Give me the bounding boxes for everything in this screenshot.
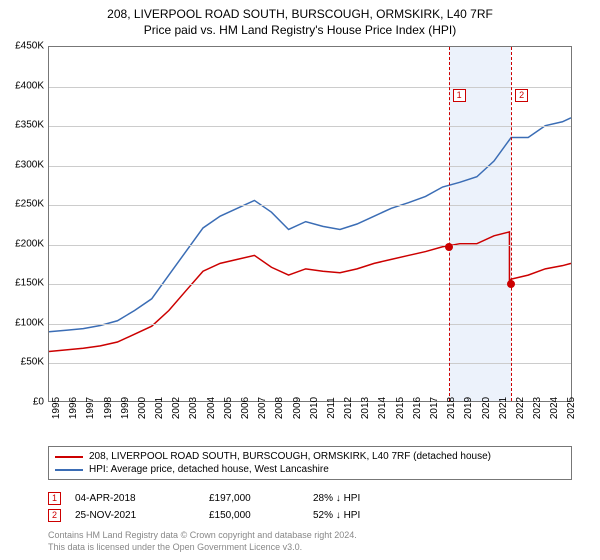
sale-diff: 52% ↓ HPI: [313, 510, 423, 521]
x-axis-label: 2001: [154, 397, 165, 419]
sale-marker-box: 1: [453, 89, 466, 102]
x-axis-label: 2012: [343, 397, 354, 419]
sales-row: 2 25-NOV-2021 £150,000 52% ↓ HPI: [48, 507, 572, 524]
y-axis-label: £200K: [0, 238, 44, 249]
series-line-hpi: [49, 118, 571, 332]
y-axis-label: £250K: [0, 199, 44, 210]
footer-line-1: Contains HM Land Registry data © Crown c…: [48, 530, 572, 542]
sale-dashed-line: [449, 47, 450, 401]
sale-diff: 28% ↓ HPI: [313, 493, 423, 504]
x-axis-label: 2014: [377, 397, 388, 419]
legend-swatch-property: [55, 456, 83, 458]
x-axis-label: 2013: [360, 397, 371, 419]
footer-line-2: This data is licensed under the Open Gov…: [48, 542, 572, 554]
y-axis-label: £0: [0, 397, 44, 408]
x-axis-label: 2023: [532, 397, 543, 419]
x-axis-label: 1999: [120, 397, 131, 419]
x-axis-label: 2015: [395, 397, 406, 419]
title-line-1: 208, LIVERPOOL ROAD SOUTH, BURSCOUGH, OR…: [10, 6, 590, 22]
x-axis-label: 2006: [240, 397, 251, 419]
sale-dashed-line: [511, 47, 512, 401]
sale-marker-1: 1: [48, 492, 61, 505]
x-axis-label: 2000: [137, 397, 148, 419]
legend-label-property: 208, LIVERPOOL ROAD SOUTH, BURSCOUGH, OR…: [89, 451, 491, 462]
x-axis-label: 1995: [51, 397, 62, 419]
x-axis-label: 2017: [429, 397, 440, 419]
sales-table: 1 04-APR-2018 £197,000 28% ↓ HPI 2 25-NO…: [48, 490, 572, 524]
x-axis-label: 2024: [549, 397, 560, 419]
x-axis-label: 2003: [188, 397, 199, 419]
x-axis-label: 2010: [309, 397, 320, 419]
sale-date: 04-APR-2018: [75, 493, 195, 504]
y-axis-label: £350K: [0, 120, 44, 131]
legend-item-hpi: HPI: Average price, detached house, West…: [55, 463, 565, 476]
legend-item-property: 208, LIVERPOOL ROAD SOUTH, BURSCOUGH, OR…: [55, 450, 565, 463]
x-axis-label: 2011: [326, 397, 337, 419]
legend-swatch-hpi: [55, 469, 83, 471]
chart-container: 208, LIVERPOOL ROAD SOUTH, BURSCOUGH, OR…: [0, 0, 600, 560]
x-axis-label: 2021: [498, 397, 509, 419]
x-axis-label: 1997: [85, 397, 96, 419]
title-line-2: Price paid vs. HM Land Registry's House …: [10, 22, 590, 38]
x-axis-label: 2005: [223, 397, 234, 419]
footer-attribution: Contains HM Land Registry data © Crown c…: [48, 530, 572, 553]
y-axis-label: £150K: [0, 278, 44, 289]
x-axis-label: 1998: [103, 397, 114, 419]
x-axis-label: 2009: [292, 397, 303, 419]
chart-plot-area: 12: [48, 46, 572, 402]
y-axis-label: £100K: [0, 317, 44, 328]
sale-dot: [507, 280, 515, 288]
x-axis-label: 2018: [446, 397, 457, 419]
legend-label-hpi: HPI: Average price, detached house, West…: [89, 464, 329, 475]
y-axis-label: £300K: [0, 159, 44, 170]
x-axis-label: 2022: [515, 397, 526, 419]
x-axis-label: 2019: [463, 397, 474, 419]
series-line-property: [49, 232, 571, 352]
chart-title: 208, LIVERPOOL ROAD SOUTH, BURSCOUGH, OR…: [0, 0, 600, 40]
x-axis-label: 2020: [481, 397, 492, 419]
x-axis-label: 2025: [566, 397, 577, 419]
x-axis-label: 2007: [257, 397, 268, 419]
x-axis-label: 2002: [171, 397, 182, 419]
x-axis-label: 2008: [274, 397, 285, 419]
y-axis-label: £50K: [0, 357, 44, 368]
chart-legend: 208, LIVERPOOL ROAD SOUTH, BURSCOUGH, OR…: [48, 446, 572, 480]
sale-price: £150,000: [209, 510, 299, 521]
sale-marker-2: 2: [48, 509, 61, 522]
sale-date: 25-NOV-2021: [75, 510, 195, 521]
x-axis-label: 2016: [412, 397, 423, 419]
sale-price: £197,000: [209, 493, 299, 504]
x-axis-label: 2004: [206, 397, 217, 419]
chart-svg: [49, 47, 571, 401]
sales-row: 1 04-APR-2018 £197,000 28% ↓ HPI: [48, 490, 572, 507]
y-axis-label: £400K: [0, 80, 44, 91]
y-axis-label: £450K: [0, 41, 44, 52]
x-axis-label: 1996: [68, 397, 79, 419]
sale-dot: [445, 243, 453, 251]
sale-marker-box: 2: [515, 89, 528, 102]
